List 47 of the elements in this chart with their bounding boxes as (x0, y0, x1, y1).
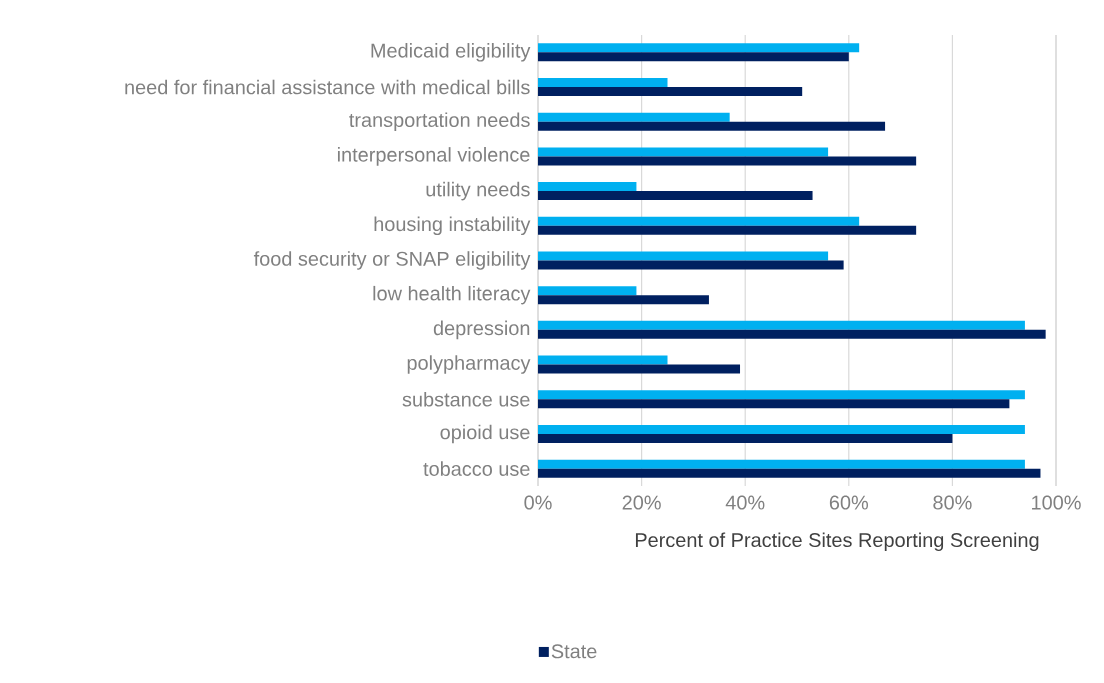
x-tick-label: 40% (725, 495, 765, 510)
bar (538, 329, 1046, 339)
bar (538, 121, 886, 131)
y-tick-label: need for financial assistance with medical bills (125, 79, 530, 95)
bar (538, 399, 1010, 409)
bar (538, 43, 860, 53)
y-tick-label: food security or SNAP eligibility (253, 251, 531, 270)
bar (538, 147, 829, 157)
bar (538, 87, 803, 97)
y-tick-label: substance use (402, 391, 530, 407)
y-tick-label: transportation needs (349, 112, 530, 132)
y-tick-label: housing instability (374, 216, 531, 236)
bar (538, 320, 1025, 330)
y-tick-label: polypharmacy (407, 355, 531, 374)
y-tick-label: tobacco use (423, 461, 530, 476)
bar (538, 52, 849, 62)
bar (538, 260, 844, 270)
legend-label: State (551, 644, 597, 659)
bar (538, 424, 1025, 434)
bar (538, 286, 637, 296)
x-tick-label: 60% (829, 495, 869, 510)
bar (538, 459, 1025, 469)
bar (538, 112, 730, 122)
bar (538, 295, 709, 305)
bar (538, 433, 953, 443)
bar (538, 191, 813, 201)
y-tick-label: utility needs (426, 181, 530, 201)
y-tick-label: low health literacy (373, 285, 531, 305)
x-tick-label: 100% (1032, 495, 1081, 510)
bar (538, 225, 917, 235)
x-axis-title: Percent of Practice Sites Reporting Screening (635, 532, 1039, 552)
bar (538, 216, 860, 226)
bar (538, 468, 1041, 478)
bar (538, 78, 668, 88)
bar (538, 364, 741, 374)
y-tick-label: Medicaid eligibility (371, 43, 531, 62)
bar (538, 355, 668, 365)
x-tick-label: 80% (933, 495, 972, 510)
bar (538, 156, 917, 166)
y-tick-label: interpersonal violence (337, 147, 530, 166)
bar (538, 390, 1025, 400)
x-tick-label: 0% (524, 495, 552, 510)
bar (538, 182, 637, 192)
y-tick-label: opioid use (440, 424, 530, 444)
bar (538, 251, 829, 261)
x-tick-label: 20% (622, 495, 661, 510)
y-tick-label: depression (433, 320, 530, 340)
